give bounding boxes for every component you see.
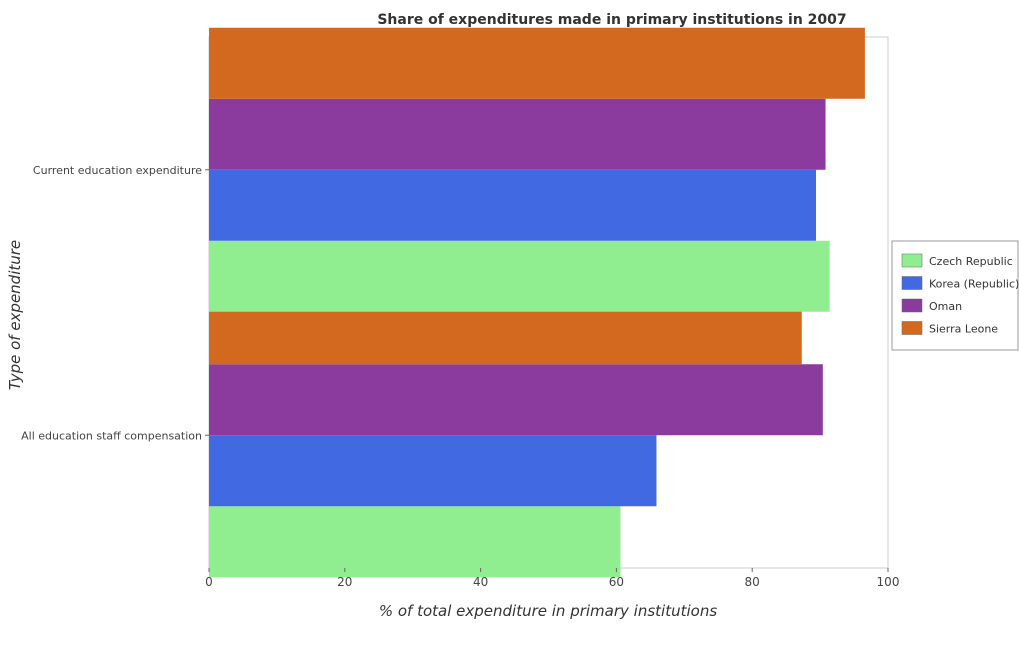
legend-label: Sierra Leone [929, 323, 998, 336]
bar-2-2 [209, 169, 817, 241]
bar-2-4 [209, 27, 865, 99]
bar-1-1 [209, 506, 621, 578]
y-axis: All education staff compensation Current … [21, 164, 209, 442]
bar-2-3 [209, 98, 826, 170]
x-tick-label: 60 [609, 575, 624, 589]
bar-1-3 [209, 364, 823, 436]
y-axis-label: Type of expenditure [6, 240, 24, 390]
y-tick-label: All education staff compensation [21, 429, 202, 442]
x-tick-label: 20 [337, 575, 352, 589]
x-tick-label: 100 [877, 575, 900, 589]
legend-label: Czech Republic [929, 255, 1013, 268]
bar-2-1 [209, 240, 830, 312]
bar-1-2 [209, 435, 657, 507]
legend: Czech Republic Korea (Republic) Oman Sierra… [891, 240, 1019, 351]
legend-label: Korea (Republic) [929, 278, 1019, 291]
chart-title: Share of expenditures made in primary in… [377, 12, 846, 28]
x-tick-label: 80 [745, 575, 760, 589]
legend-swatch [901, 321, 923, 335]
x-tick-label: 40 [473, 575, 488, 589]
legend-swatch [901, 298, 923, 313]
legend-swatch [901, 253, 923, 268]
x-axis: 0 20 40 60 80 100 [205, 568, 899, 589]
legend-swatch [901, 276, 923, 290]
legend-label: Oman [929, 300, 962, 313]
x-tick-label: 0 [205, 575, 213, 589]
y-tick-label: Current education expenditure [33, 164, 202, 177]
bars-group [209, 27, 865, 578]
x-axis-label: % of total expenditure in primary instit… [379, 602, 717, 620]
